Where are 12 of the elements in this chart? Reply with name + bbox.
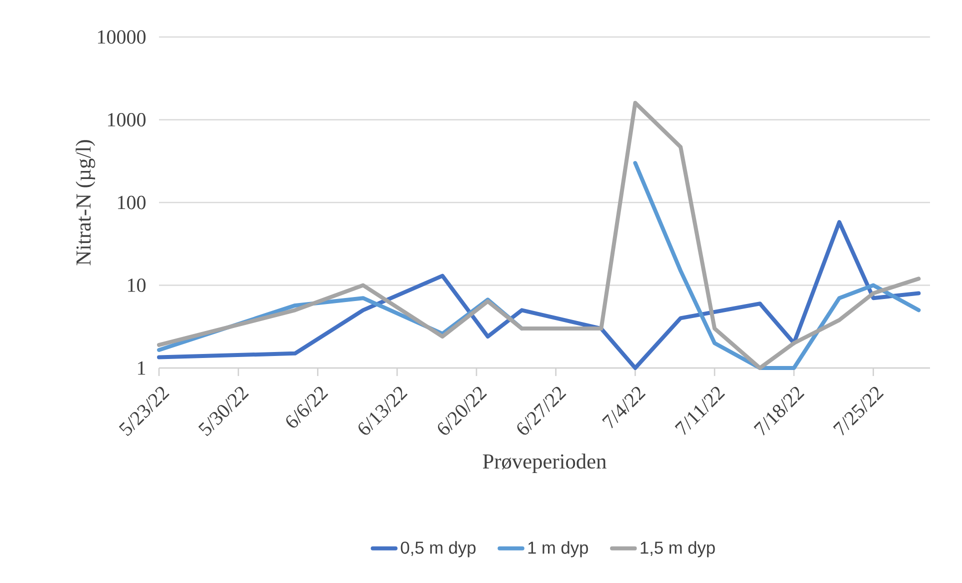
x-axis-title: Prøveperioden [482, 454, 606, 473]
y-tick-label: 1 [138, 361, 146, 375]
y-tick-label: 10000 [98, 30, 146, 44]
legend-label: 1 m dyp [528, 541, 588, 558]
y-tick-label: 10 [128, 278, 146, 292]
y-tick-label: 1000 [108, 113, 146, 126]
legend-label: 0,5 m dyp [400, 541, 476, 558]
legend-label: 1,5 m dyp [640, 541, 715, 558]
y-axis-title: Nitrat-N (µg/l) [76, 140, 96, 266]
y-tick-label: 100 [118, 196, 146, 210]
line-series [157, 100, 921, 370]
line-series [157, 220, 921, 370]
